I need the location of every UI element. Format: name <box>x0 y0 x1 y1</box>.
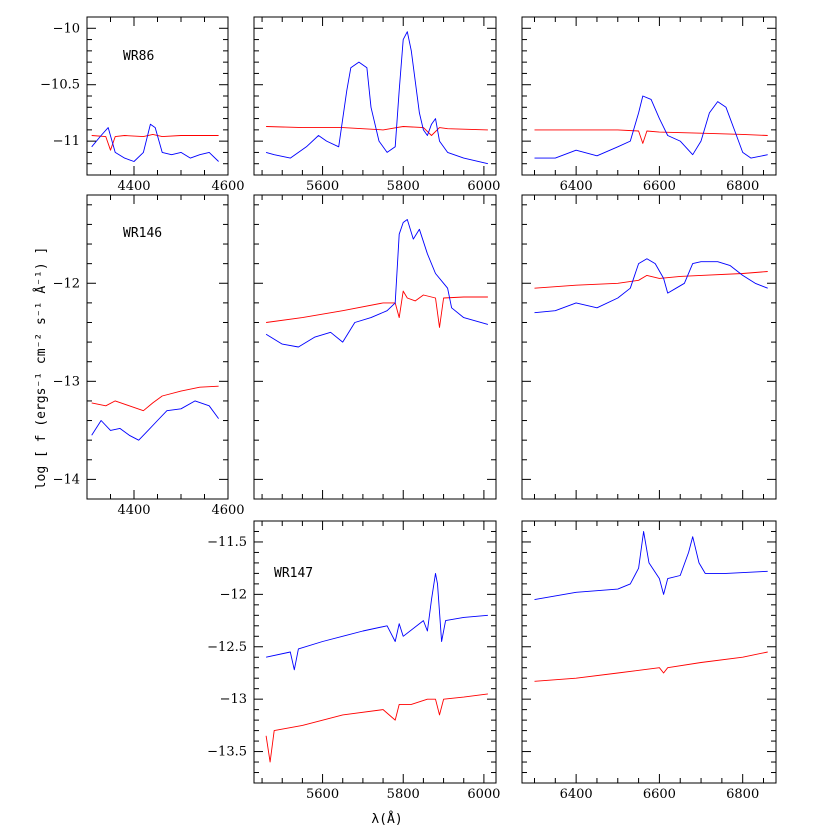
x-tick-label: 6000 <box>467 787 500 802</box>
x-tick-label: 6400 <box>560 787 593 802</box>
x-axis-label: λ(Å) <box>371 811 402 827</box>
series-line-blue <box>265 31 489 165</box>
y-axis-label: log [ f (ergs⁻¹ cm⁻² s⁻¹ Å⁻¹) ] <box>33 247 49 490</box>
x-tick-label: 6600 <box>643 787 676 802</box>
panel-frame <box>86 16 229 176</box>
series-line-red <box>91 133 219 151</box>
y-tick-label: −14 <box>53 472 80 487</box>
series-line-red <box>265 693 488 763</box>
panel-frame <box>521 520 777 784</box>
panel-frame <box>521 16 777 176</box>
panel-wr86-col1: 5600 5800 6000 <box>253 16 500 194</box>
series-line-blue <box>534 258 768 314</box>
series-line-red <box>534 129 768 144</box>
panel-frame <box>521 194 777 500</box>
x-tick-label: 6000 <box>467 179 500 194</box>
star-label: WR146 <box>123 226 162 241</box>
series-line-red <box>534 651 768 682</box>
x-tick-label: 6800 <box>726 787 759 802</box>
panel-frame <box>253 520 497 784</box>
y-tick-label: −13 <box>220 692 247 707</box>
series-line-blue <box>266 572 488 671</box>
series-line-blue <box>534 531 768 601</box>
series-line-blue <box>265 219 489 348</box>
x-tick-label: 4400 <box>117 503 150 518</box>
series-line-red <box>266 290 488 328</box>
y-tick-label: −11 <box>53 134 80 149</box>
series-line-blue <box>91 123 219 162</box>
x-tick-label: 4600 <box>211 503 244 518</box>
x-tick-label: 5600 <box>306 787 339 802</box>
x-tick-label: 6800 <box>726 179 759 194</box>
y-tick-label: −13 <box>53 374 80 389</box>
x-tick-label: 5800 <box>387 179 420 194</box>
series-line-red <box>534 271 768 289</box>
y-tick-label: −12.5 <box>207 640 247 655</box>
panel-frame <box>253 194 497 500</box>
panel-wr146-col2 <box>521 194 777 500</box>
x-tick-label: 6600 <box>643 179 676 194</box>
panel-wr147-col1: 5600 5800 6000 −13.5 −13 −12.5 −12 −11.5 WR147 <box>207 520 500 802</box>
panel-wr86-col2: 6400 6600 6800 <box>521 16 777 194</box>
series-line-blue <box>534 95 768 159</box>
y-tick-label: −13.5 <box>207 745 247 760</box>
y-tick-label: −11.5 <box>207 535 247 550</box>
panel-wr86-col0: 4400 4600 −11 −10.5 −10 WR86 <box>40 16 245 194</box>
x-tick-label: 5600 <box>306 179 339 194</box>
y-tick-label: −10 <box>53 21 80 36</box>
series-line-blue <box>91 400 219 441</box>
panel-frame <box>253 16 497 176</box>
y-tick-label: −12 <box>53 276 80 291</box>
panel-wr146-col0: 4400 4600 −14 −13 −12 WR146 <box>53 194 245 518</box>
x-tick-label: 4400 <box>117 179 150 194</box>
x-tick-label: 4600 <box>211 179 244 194</box>
star-label: WR86 <box>123 49 154 64</box>
y-tick-label: −10.5 <box>40 78 80 93</box>
series-line-red <box>266 126 488 136</box>
panel-wr147-col2: 6400 6600 6800 <box>521 520 777 802</box>
y-tick-label: −12 <box>220 587 247 602</box>
x-tick-label: 5800 <box>387 787 420 802</box>
panel-wr146-col1 <box>253 194 497 500</box>
star-label: WR147 <box>274 566 313 581</box>
series-line-red <box>91 385 219 412</box>
x-tick-label: 6400 <box>560 179 593 194</box>
